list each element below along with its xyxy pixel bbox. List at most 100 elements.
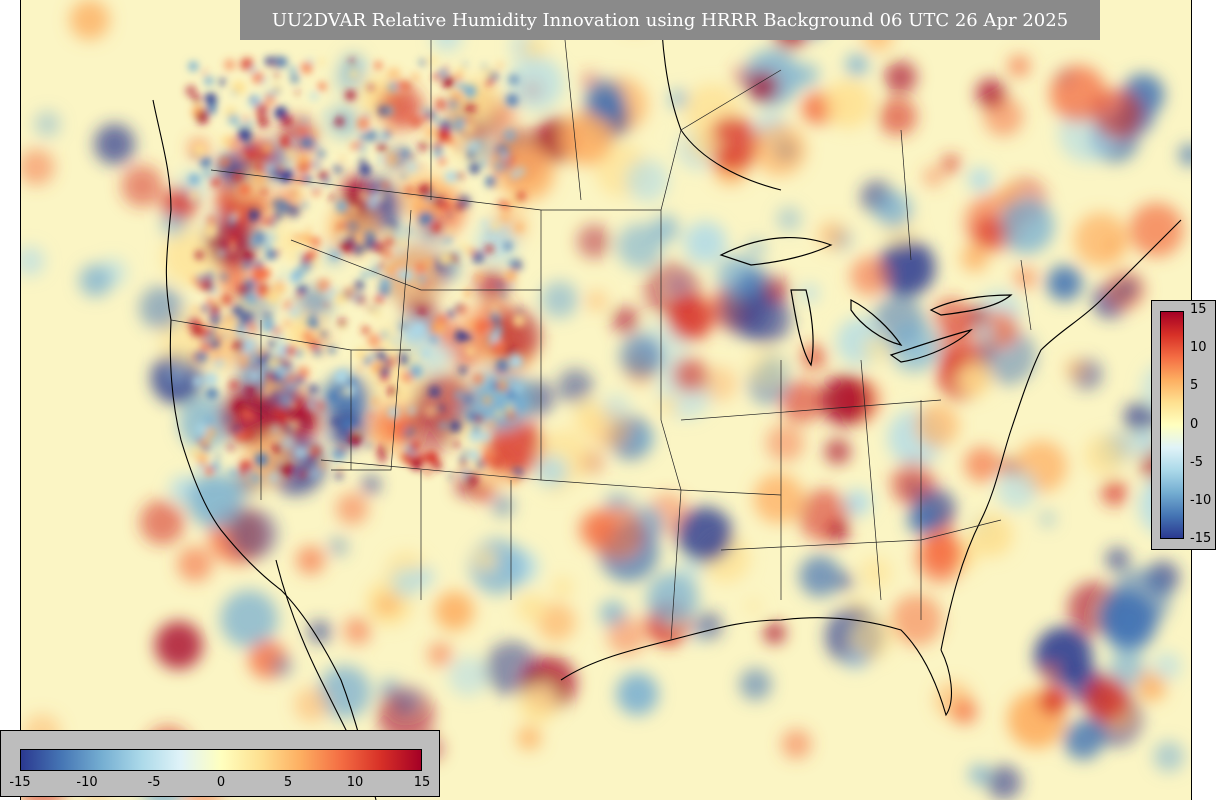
innovation-speckle-dot bbox=[514, 397, 527, 410]
innovation-speckle-dot bbox=[480, 160, 487, 167]
innovation-blob bbox=[964, 446, 1000, 483]
lake-huron bbox=[850, 299, 903, 346]
innovation-blob bbox=[21, 148, 55, 186]
innovation-speckle-dot bbox=[349, 438, 356, 445]
innovation-speckle-dot bbox=[439, 196, 445, 202]
innovation-speckle-dot bbox=[411, 322, 426, 337]
innovation-blob bbox=[1000, 457, 1020, 477]
innovation-speckle-dot bbox=[295, 90, 300, 95]
innovation-blob bbox=[557, 368, 594, 405]
innovation-speckle-dot bbox=[475, 414, 484, 423]
innovation-speckle-dot bbox=[308, 467, 321, 480]
innovation-blob bbox=[1084, 676, 1129, 721]
innovation-speckle-dot bbox=[495, 358, 510, 373]
hbar-tick-0: 0 bbox=[216, 775, 226, 790]
innovation-speckle-dot bbox=[401, 173, 406, 179]
innovation-speckle bbox=[185, 55, 527, 487]
innovation-speckle-dot bbox=[486, 321, 491, 326]
innovation-speckle-dot bbox=[360, 270, 370, 279]
innovation-speckle-dot bbox=[397, 81, 407, 91]
innovation-blob bbox=[923, 533, 963, 573]
innovation-field bbox=[21, 0, 1191, 800]
innovation-blob bbox=[669, 90, 688, 108]
innovation-speckle-dot bbox=[395, 261, 403, 269]
innovation-speckle-dot bbox=[280, 414, 289, 423]
lake-ontario bbox=[929, 294, 1013, 316]
innovation-blob bbox=[1124, 401, 1156, 433]
innovation-speckle-dot bbox=[362, 230, 375, 243]
innovation-speckle-dot bbox=[237, 128, 252, 142]
innovation-speckle-dot bbox=[345, 90, 356, 101]
innovation-blob bbox=[884, 61, 917, 94]
innovation-speckle-dot bbox=[373, 242, 379, 248]
innovation-speckle-dot bbox=[310, 129, 318, 138]
innovation-blob bbox=[677, 506, 733, 563]
innovation-speckle-dot bbox=[459, 457, 467, 465]
innovation-blob bbox=[343, 617, 372, 645]
innovation-speckle-dot bbox=[482, 451, 495, 465]
innovation-blob bbox=[825, 438, 851, 465]
innovation-speckle-dot bbox=[462, 449, 469, 456]
hbar-tick-5: 5 bbox=[283, 775, 293, 790]
innovation-speckle-dot bbox=[299, 128, 308, 136]
innovation-speckle-dot bbox=[352, 243, 364, 256]
innovation-blob bbox=[474, 549, 497, 571]
innovation-speckle-dot bbox=[297, 235, 306, 244]
innovation-speckle-dot bbox=[313, 348, 322, 356]
innovation-speckle-dot bbox=[507, 389, 517, 399]
innovation-speckle-dot bbox=[297, 252, 304, 259]
innovation-speckle-dot bbox=[260, 187, 268, 195]
innovation-speckle-dot bbox=[205, 215, 217, 226]
innovation-speckle-dot bbox=[472, 373, 484, 385]
innovation-speckle-dot bbox=[384, 152, 399, 166]
innovation-speckle-dot bbox=[188, 61, 199, 72]
innovation-speckle-dot bbox=[302, 118, 308, 124]
innovation-speckle-dot bbox=[437, 128, 451, 142]
innovation-speckle-dot bbox=[503, 129, 517, 142]
innovation-speckle-dot bbox=[411, 72, 420, 82]
innovation-speckle-dot bbox=[417, 140, 429, 152]
innovation-blob bbox=[888, 320, 941, 373]
innovation-speckle-dot bbox=[336, 200, 348, 213]
innovation-speckle-dot bbox=[264, 381, 276, 392]
innovation-blob bbox=[968, 764, 990, 785]
innovation-speckle-dot bbox=[300, 135, 315, 150]
innovation-speckle-dot bbox=[395, 422, 407, 434]
innovation-speckle-dot bbox=[375, 351, 386, 361]
innovation-speckle-dot bbox=[378, 455, 387, 464]
innovation-speckle-dot bbox=[418, 184, 432, 198]
innovation-speckle-dot bbox=[215, 455, 221, 460]
innovation-blob bbox=[612, 306, 640, 334]
innovation-speckle-dot bbox=[316, 57, 326, 67]
innovation-speckle-dot bbox=[357, 144, 367, 153]
innovation-blob bbox=[801, 284, 819, 302]
innovation-speckle-dot bbox=[195, 351, 207, 363]
innovation-speckle-dot bbox=[462, 62, 468, 67]
innovation-speckle-dot bbox=[445, 171, 457, 183]
innovation-speckle-dot bbox=[423, 404, 438, 419]
innovation-speckle-dot bbox=[364, 113, 370, 118]
innovation-speckle-dot bbox=[338, 228, 348, 238]
vertical-colorbar-gradient bbox=[1160, 311, 1184, 539]
innovation-speckle-dot bbox=[270, 221, 277, 228]
hbar-tick-minus5: -5 bbox=[147, 775, 161, 790]
innovation-speckle-dot bbox=[196, 274, 205, 282]
innovation-speckle-dot bbox=[310, 236, 321, 247]
innovation-speckle-dot bbox=[515, 191, 526, 202]
innovation-speckle-dot bbox=[238, 184, 250, 196]
innovation-speckle-dot bbox=[293, 267, 306, 279]
innovation-blob bbox=[687, 128, 720, 161]
innovation-speckle-dot bbox=[232, 305, 243, 316]
innovation-speckle-dot bbox=[499, 211, 511, 223]
innovation-speckle-dot bbox=[365, 442, 372, 449]
innovation-speckle-dot bbox=[193, 143, 207, 157]
innovation-speckle-dot bbox=[333, 292, 346, 304]
innovation-blob bbox=[381, 595, 399, 613]
innovation-speckle-dot bbox=[425, 279, 431, 285]
innovation-speckle-dot bbox=[438, 157, 447, 166]
innovation-speckle-dot bbox=[281, 435, 296, 450]
innovation-speckle-dot bbox=[368, 84, 374, 91]
innovation-speckle-dot bbox=[331, 448, 345, 461]
innovation-speckle-dot bbox=[288, 306, 300, 318]
innovation-speckle-dot bbox=[466, 140, 480, 154]
